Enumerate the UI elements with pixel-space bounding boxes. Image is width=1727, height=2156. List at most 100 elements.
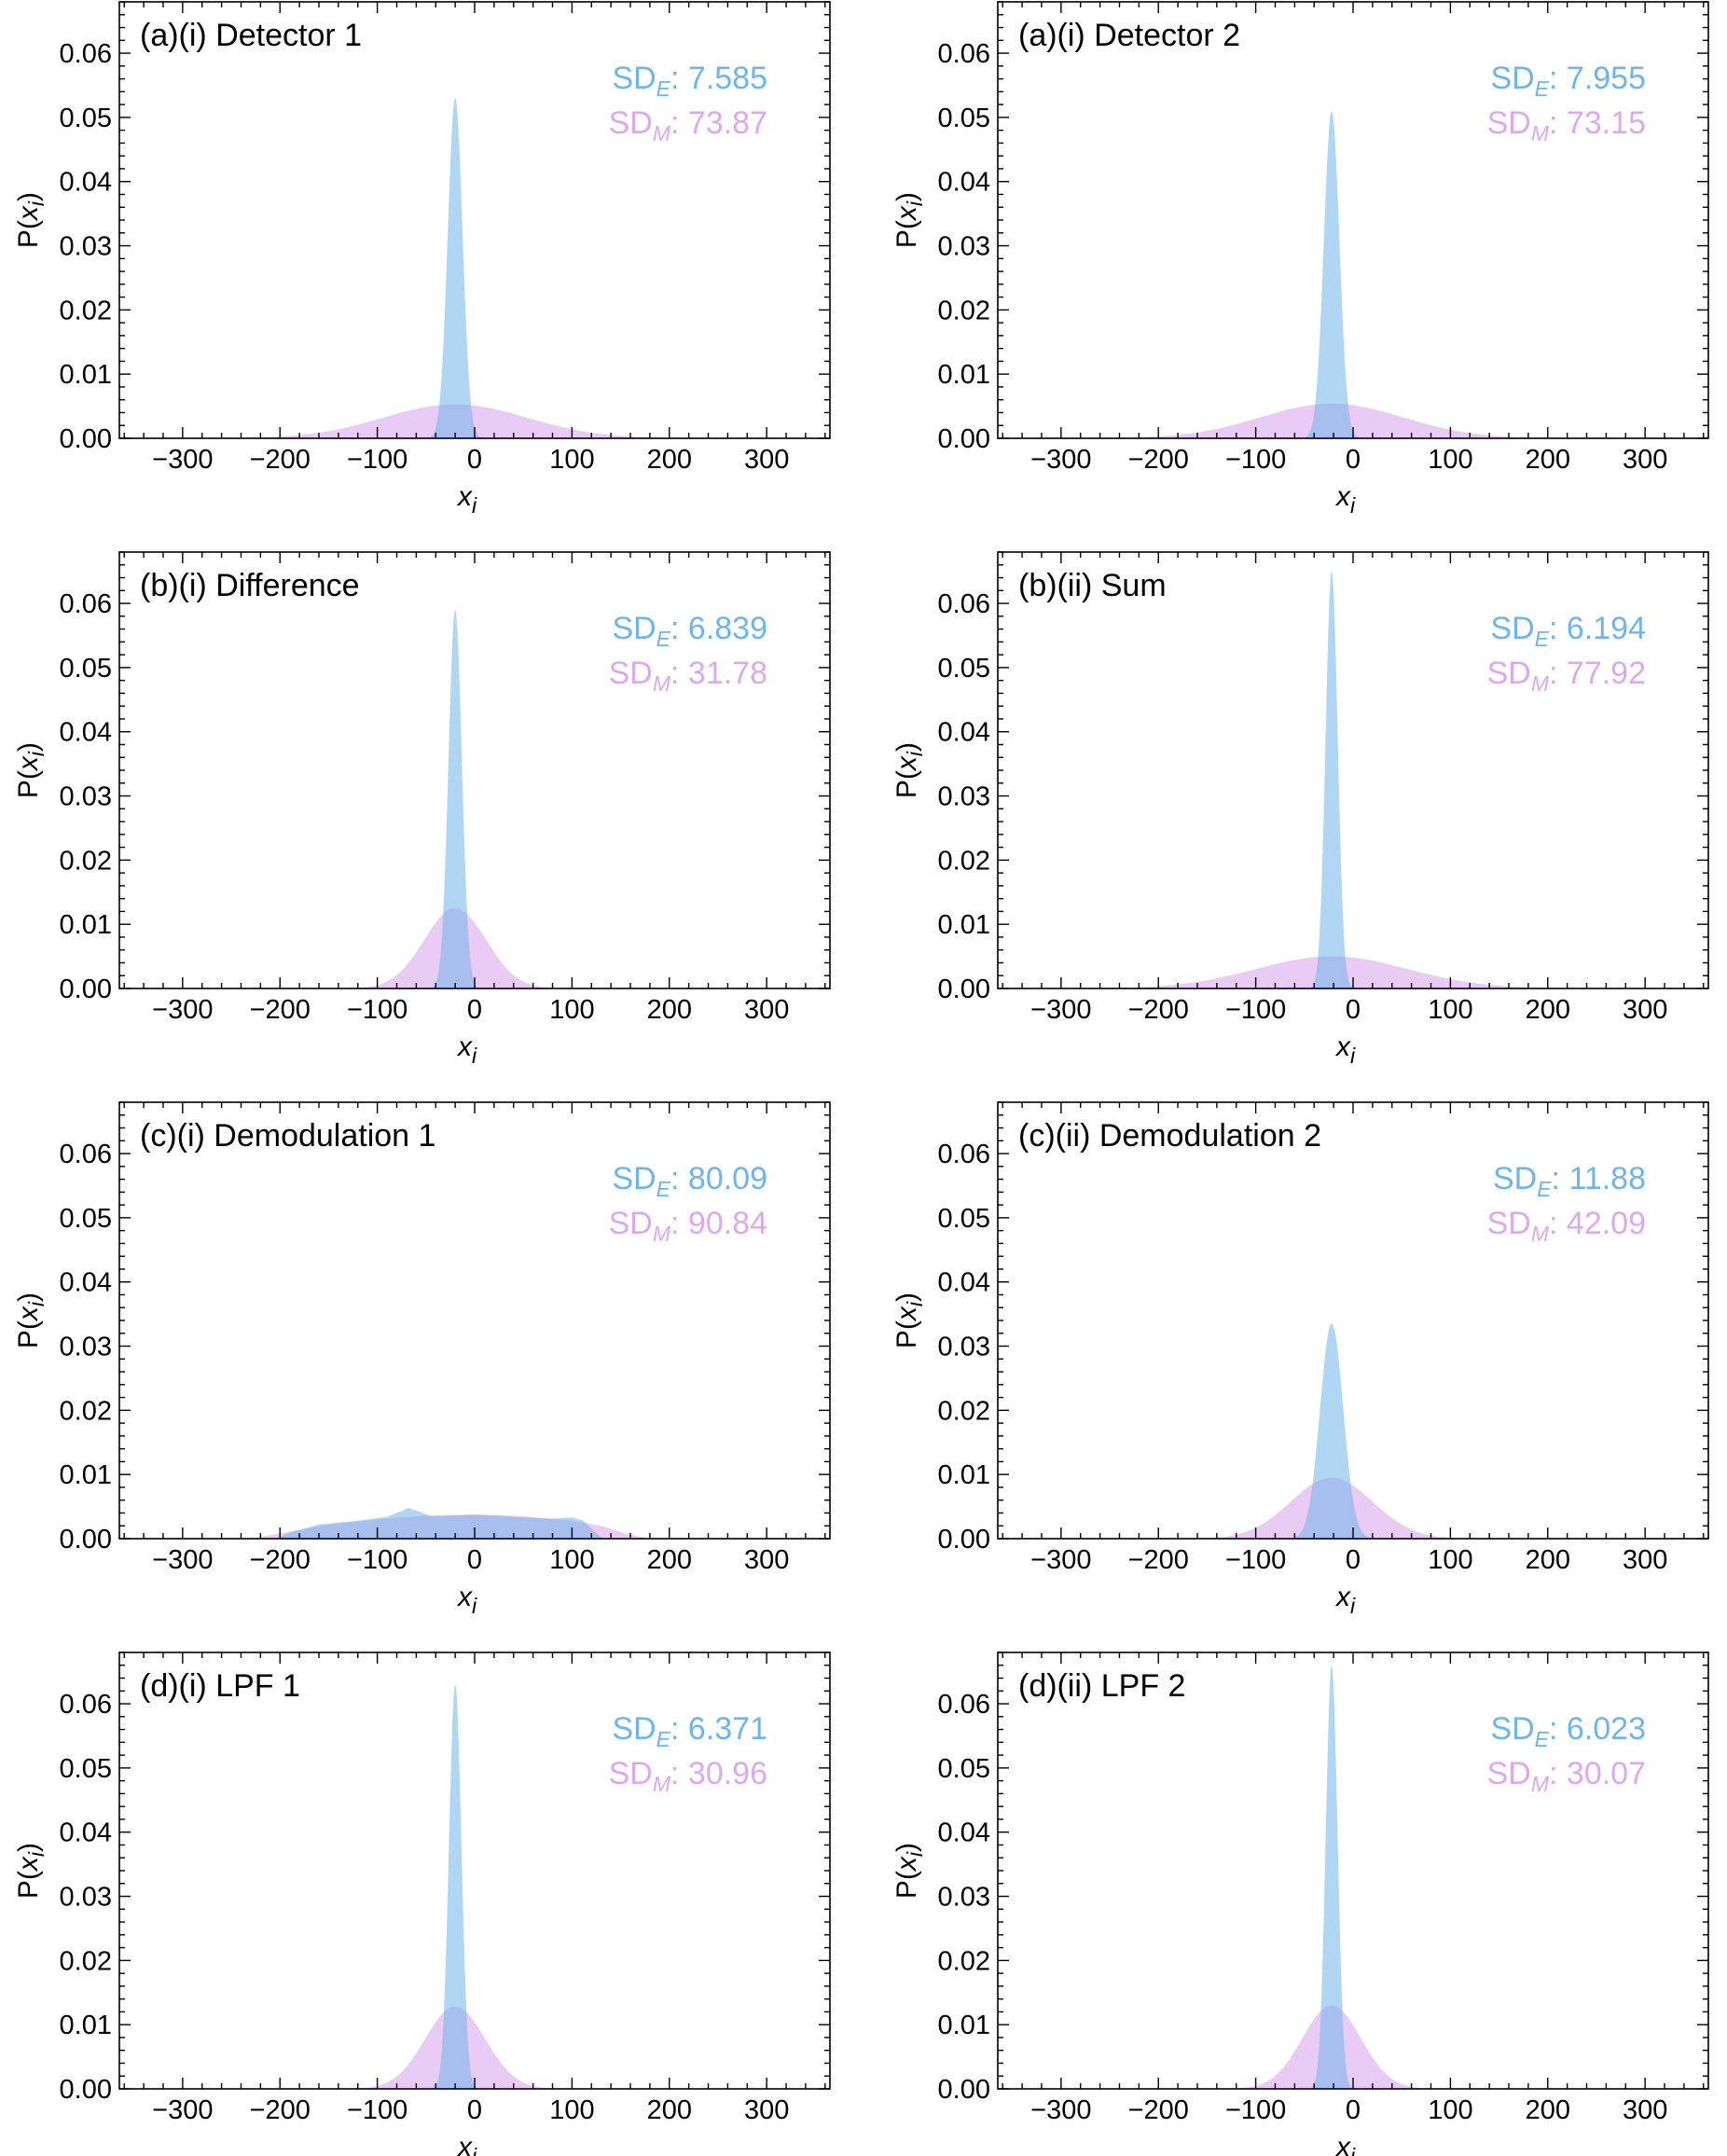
x-tick-label: −200: [250, 2095, 311, 2125]
x-tick-label: −200: [250, 445, 311, 475]
x-tick-label: −100: [347, 445, 408, 475]
x-tick-label: 200: [647, 445, 692, 475]
sd-e-label: SDE: 7.585: [612, 61, 767, 101]
y-axis-label: P(xi): [891, 1843, 927, 1899]
y-tick-label: 0.06: [938, 1140, 990, 1169]
sd-e-label: SDE: 6.023: [1490, 1711, 1646, 1751]
model-distribution-area: [119, 907, 830, 988]
x-tick-label: −300: [1030, 1545, 1091, 1575]
model-distribution-area: [998, 956, 1708, 988]
x-axis-label: xi: [456, 1031, 477, 1068]
panel-8: −300 −200 −100 0 100 200 300 0.00 0.01 0.02 0.03 0.…: [891, 1652, 1709, 2156]
y-tick-label: 0.03: [938, 1883, 990, 1913]
x-tick-label: −100: [347, 995, 408, 1025]
x-tick-label: −300: [1030, 445, 1091, 475]
y-axis-label: P(xi): [13, 192, 48, 248]
sd-m-label: SDM: 42.09: [1487, 1206, 1646, 1246]
y-axis-label: P(xi): [891, 1292, 927, 1348]
x-axis-label: xi: [456, 481, 477, 518]
x-tick-label: 0: [1346, 1545, 1361, 1575]
y-tick-label: 0.00: [60, 974, 112, 1004]
x-tick-label: 100: [549, 995, 594, 1025]
model-distribution-area: [998, 2005, 1708, 2089]
experiment-distribution-area: [998, 111, 1708, 438]
plot-area: [119, 1507, 830, 1539]
y-tick-label: 0.02: [60, 296, 112, 325]
x-tick-label: 0: [467, 445, 482, 475]
x-tick-label: −200: [250, 1545, 311, 1575]
model-distribution-area: [998, 403, 1708, 438]
y-tick-label: 0.01: [60, 2011, 112, 2040]
panel-1: −300 −200 −100 0 100 200 300 0.00 0.01 0.02 0.03 0.…: [13, 1, 831, 518]
x-tick-label: 0: [1346, 2095, 1361, 2125]
y-tick-label: 0.00: [938, 974, 990, 1004]
y-tick-label: 0.03: [60, 1333, 112, 1362]
experiment-distribution-area: [119, 1507, 830, 1539]
panel-title: (c)(ii) Demodulation 2: [1018, 1118, 1321, 1154]
y-tick-label: 0.00: [938, 1525, 990, 1555]
x-axis-label: xi: [1334, 1582, 1356, 1618]
x-tick-label: 0: [467, 1545, 482, 1575]
y-tick-label: 0.03: [938, 1333, 990, 1362]
sd-m-label: SDM: 77.92: [1487, 656, 1646, 696]
panel-3: −300 −200 −100 0 100 200 300 0.00 0.01 0.02 0.03 0.…: [13, 551, 831, 1068]
y-tick-label: 0.02: [60, 1396, 112, 1426]
panel-title: (d)(ii) LPF 2: [1018, 1668, 1185, 1704]
y-tick-label: 0.03: [938, 782, 990, 812]
y-tick-label: 0.01: [60, 360, 112, 390]
y-tick-label: 0.04: [60, 1268, 112, 1298]
y-tick-label: 0.04: [60, 168, 112, 198]
x-tick-label: 0: [1346, 445, 1361, 475]
panel-4: −300 −200 −100 0 100 200 300 0.00 0.01 0.02 0.03 0.…: [891, 551, 1709, 1068]
y-tick-label: 0.01: [938, 910, 990, 940]
x-tick-label: 200: [647, 2095, 692, 2125]
x-tick-label: −300: [152, 1545, 213, 1575]
x-tick-label: −300: [152, 995, 213, 1025]
y-tick-label: 0.02: [60, 846, 112, 876]
plot-area: [998, 1323, 1708, 1539]
y-tick-label: 0.04: [60, 718, 112, 748]
sd-m-label: SDM: 30.07: [1487, 1756, 1646, 1796]
model-distribution-area: [119, 2006, 830, 2089]
x-tick-label: −200: [250, 995, 311, 1025]
y-tick-label: 0.05: [60, 654, 112, 684]
x-tick-label: 100: [1428, 1545, 1472, 1575]
panel-7: −300 −200 −100 0 100 200 300 0.00 0.01 0.02 0.03 0.…: [13, 1652, 831, 2156]
x-axis-label: xi: [1334, 1031, 1356, 1068]
y-tick-label: 0.02: [938, 1396, 990, 1426]
model-distribution-area: [119, 404, 830, 438]
x-tick-label: 200: [647, 1545, 692, 1575]
sd-m-label: SDM: 90.84: [609, 1206, 767, 1246]
y-axis-label: P(xi): [13, 742, 48, 798]
x-tick-label: 0: [467, 995, 482, 1025]
y-tick-label: 0.05: [938, 1754, 990, 1784]
x-tick-label: −300: [152, 2095, 213, 2125]
y-tick-label: 0.06: [938, 589, 990, 619]
sd-e-label: SDE: 80.09: [612, 1161, 767, 1201]
x-tick-label: 100: [1428, 995, 1472, 1025]
y-tick-label: 0.01: [60, 1460, 112, 1490]
y-tick-label: 0.03: [60, 232, 112, 262]
x-tick-label: 200: [1526, 445, 1570, 475]
sd-e-label: SDE: 6.839: [612, 611, 767, 651]
sd-e-label: SDE: 7.955: [1490, 61, 1646, 101]
x-tick-label: 0: [467, 2095, 482, 2125]
x-tick-label: 300: [1623, 1545, 1667, 1575]
y-tick-label: 0.03: [60, 782, 112, 812]
x-axis-label: xi: [1334, 481, 1356, 518]
panel-title: (b)(ii) Sum: [1018, 568, 1167, 603]
y-tick-label: 0.05: [60, 1754, 112, 1784]
experiment-distribution-area: [998, 1323, 1708, 1539]
y-tick-label: 0.00: [60, 1525, 112, 1555]
panel-title: (d)(i) LPF 1: [140, 1668, 300, 1704]
y-tick-label: 0.03: [938, 232, 990, 262]
plot-area: [998, 571, 1708, 988]
x-axis-label: xi: [1334, 2132, 1356, 2156]
x-tick-label: 300: [744, 995, 789, 1025]
plot-area: [119, 98, 830, 438]
y-tick-label: 0.01: [938, 360, 990, 390]
y-tick-label: 0.00: [938, 424, 990, 454]
y-tick-label: 0.06: [60, 39, 112, 69]
x-tick-label: 200: [647, 995, 692, 1025]
